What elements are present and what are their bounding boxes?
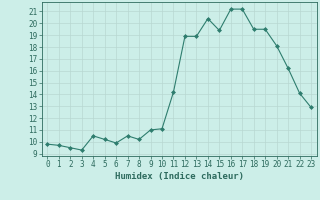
X-axis label: Humidex (Indice chaleur): Humidex (Indice chaleur) <box>115 172 244 181</box>
